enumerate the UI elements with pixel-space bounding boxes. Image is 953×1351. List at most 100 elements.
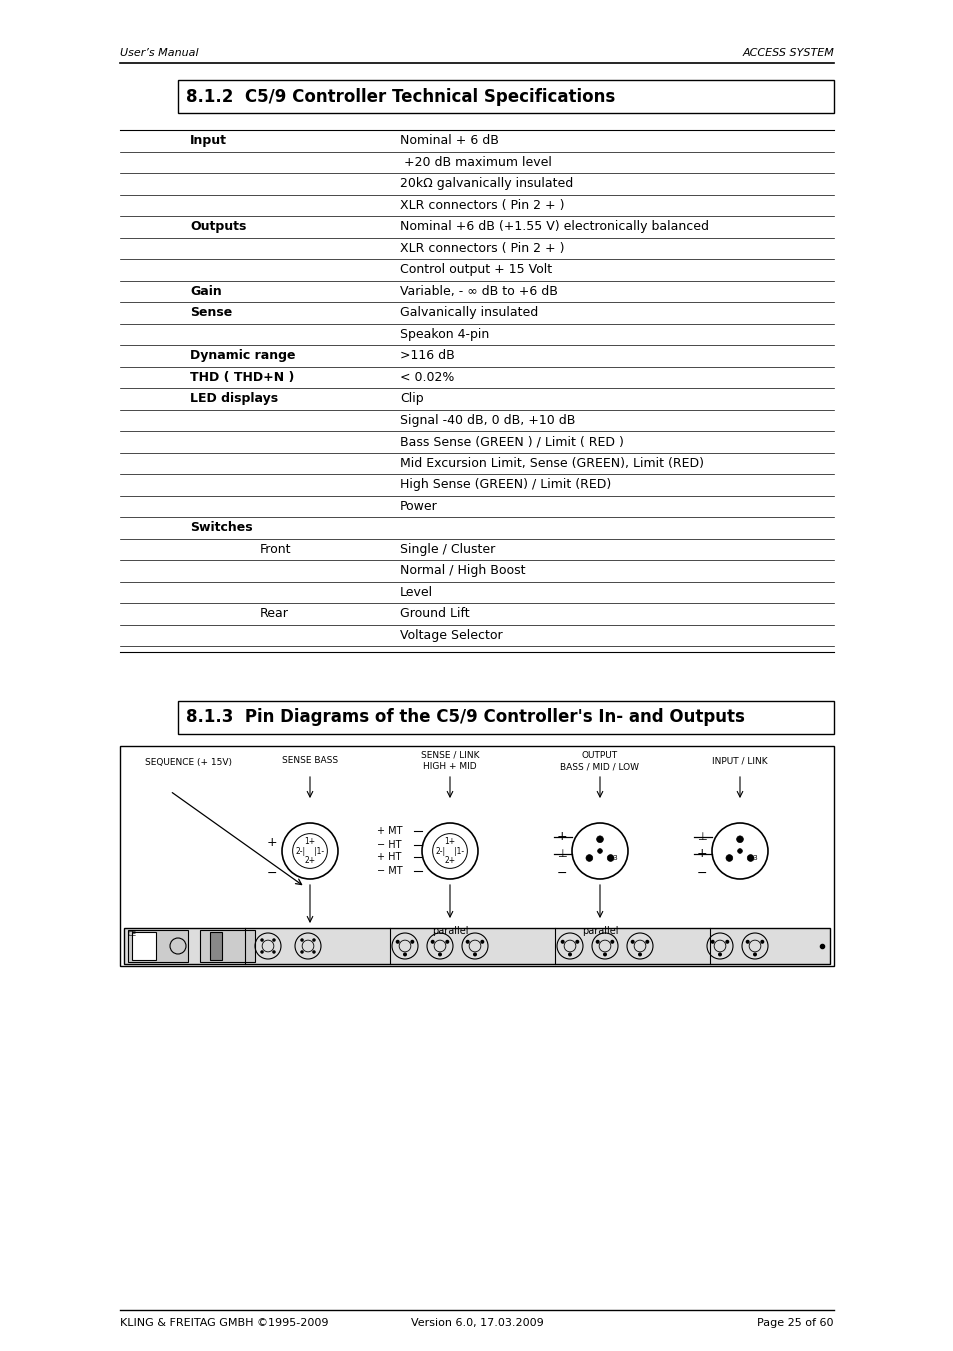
Text: Voltage Selector: Voltage Selector — [399, 628, 502, 642]
Text: +: + — [557, 831, 567, 843]
Text: 3: 3 — [750, 855, 757, 861]
Text: |1-: |1- — [454, 847, 464, 855]
Text: +: + — [267, 836, 277, 850]
Bar — [178, 701, 833, 734]
Circle shape — [585, 855, 592, 862]
Text: 2+: 2+ — [444, 857, 456, 865]
Circle shape — [597, 848, 601, 854]
Text: INPUT / LINK: INPUT / LINK — [712, 757, 767, 765]
Text: + HT: + HT — [376, 852, 401, 862]
Text: XLR connectors ( Pin 2 + ): XLR connectors ( Pin 2 + ) — [399, 242, 564, 255]
Circle shape — [273, 939, 274, 942]
Text: HIGH + MID: HIGH + MID — [423, 762, 476, 771]
Circle shape — [480, 940, 483, 943]
Text: 2-|: 2-| — [435, 847, 445, 855]
Text: SENSE / LINK: SENSE / LINK — [420, 751, 478, 761]
Text: 1+: 1+ — [444, 838, 456, 846]
Text: LED displays: LED displays — [190, 392, 278, 405]
Circle shape — [711, 940, 713, 943]
Circle shape — [261, 951, 263, 952]
Circle shape — [737, 848, 741, 854]
Circle shape — [474, 954, 476, 955]
Text: ACCESS SYSTEM: ACCESS SYSTEM — [741, 49, 833, 58]
Text: Nominal + 6 dB: Nominal + 6 dB — [399, 134, 498, 147]
Text: Speakon 4-pin: Speakon 4-pin — [399, 328, 489, 340]
Text: parallel: parallel — [432, 925, 468, 936]
Text: −: − — [696, 867, 706, 880]
Text: >116 dB: >116 dB — [399, 350, 455, 362]
Text: THD ( THD+N ): THD ( THD+N ) — [190, 370, 294, 384]
Bar — [124, 928, 829, 965]
Text: +: + — [696, 847, 706, 861]
Circle shape — [596, 940, 598, 943]
Circle shape — [466, 940, 469, 943]
Circle shape — [610, 940, 613, 943]
Circle shape — [313, 951, 314, 952]
Text: SENSE BASS: SENSE BASS — [282, 757, 337, 765]
Bar — [132, 932, 156, 961]
Bar — [210, 932, 222, 961]
Text: Input: Input — [190, 134, 227, 147]
Circle shape — [725, 855, 732, 862]
Text: 20kΩ galvanically insulated: 20kΩ galvanically insulated — [399, 177, 573, 190]
Circle shape — [736, 836, 742, 843]
Circle shape — [645, 940, 648, 943]
Text: +20 dB maximum level: +20 dB maximum level — [399, 155, 551, 169]
Text: + MT: + MT — [376, 827, 402, 836]
Text: Variable, - ∞ dB to +6 dB: Variable, - ∞ dB to +6 dB — [399, 285, 558, 297]
Text: |1-: |1- — [314, 847, 324, 855]
Text: Rear: Rear — [260, 607, 289, 620]
Text: Nominal +6 dB (+1.55 V) electronically balanced: Nominal +6 dB (+1.55 V) electronically b… — [399, 220, 708, 234]
Text: Ground Lift: Ground Lift — [399, 607, 469, 620]
Circle shape — [718, 954, 720, 955]
Text: ⊥: ⊥ — [557, 848, 566, 859]
Circle shape — [438, 954, 441, 955]
Text: 2+: 2+ — [304, 857, 315, 865]
Text: Sense: Sense — [190, 307, 232, 319]
Circle shape — [273, 951, 274, 952]
Text: Bass Sense (GREEN ) / Limit ( RED ): Bass Sense (GREEN ) / Limit ( RED ) — [399, 435, 623, 449]
Text: KLING & FREITAG GMBH ©1995-2009: KLING & FREITAG GMBH ©1995-2009 — [120, 1319, 328, 1328]
Text: Switches: Switches — [190, 521, 253, 534]
Text: Outputs: Outputs — [190, 220, 246, 234]
Text: Single / Cluster: Single / Cluster — [399, 543, 495, 555]
Text: < 0.02%: < 0.02% — [399, 370, 454, 384]
Circle shape — [603, 954, 606, 955]
Text: Dynamic range: Dynamic range — [190, 350, 295, 362]
Text: 8.1.3  Pin Diagrams of the C5/9 Controller's In- and Outputs: 8.1.3 Pin Diagrams of the C5/9 Controlle… — [186, 708, 744, 727]
Bar — [200, 929, 254, 962]
Circle shape — [313, 939, 314, 942]
Circle shape — [261, 939, 263, 942]
Text: Version 6.0, 17.03.2009: Version 6.0, 17.03.2009 — [410, 1319, 543, 1328]
Circle shape — [596, 836, 602, 843]
Text: −: − — [267, 867, 277, 880]
Circle shape — [560, 940, 563, 943]
Text: OUTPUT: OUTPUT — [581, 751, 618, 761]
Text: 8.1.2  C5/9 Controller Technical Specifications: 8.1.2 C5/9 Controller Technical Specific… — [186, 88, 615, 105]
Text: − HT: − HT — [376, 839, 401, 850]
Circle shape — [745, 940, 748, 943]
Circle shape — [300, 939, 303, 942]
Text: Front: Front — [260, 543, 292, 555]
Text: User’s Manual: User’s Manual — [120, 49, 198, 58]
Text: − MT: − MT — [376, 866, 402, 875]
Circle shape — [631, 940, 634, 943]
Text: Clip: Clip — [399, 392, 423, 405]
Text: High Sense (GREEN) / Limit (RED): High Sense (GREEN) / Limit (RED) — [399, 478, 611, 492]
Text: −: − — [557, 867, 567, 880]
Circle shape — [403, 954, 406, 955]
Circle shape — [431, 940, 434, 943]
Text: 2-|: 2-| — [295, 847, 305, 855]
Circle shape — [411, 940, 414, 943]
Text: XLR connectors ( Pin 2 + ): XLR connectors ( Pin 2 + ) — [399, 199, 564, 212]
Circle shape — [638, 954, 640, 955]
Circle shape — [576, 940, 578, 943]
Bar — [128, 929, 188, 962]
Text: BASS / MID / LOW: BASS / MID / LOW — [560, 762, 639, 771]
Text: 1+: 1+ — [304, 838, 315, 846]
Circle shape — [753, 954, 756, 955]
Text: Page 25 of 60: Page 25 of 60 — [757, 1319, 833, 1328]
Circle shape — [568, 954, 571, 955]
Text: Gain: Gain — [190, 285, 221, 297]
Circle shape — [300, 951, 303, 952]
